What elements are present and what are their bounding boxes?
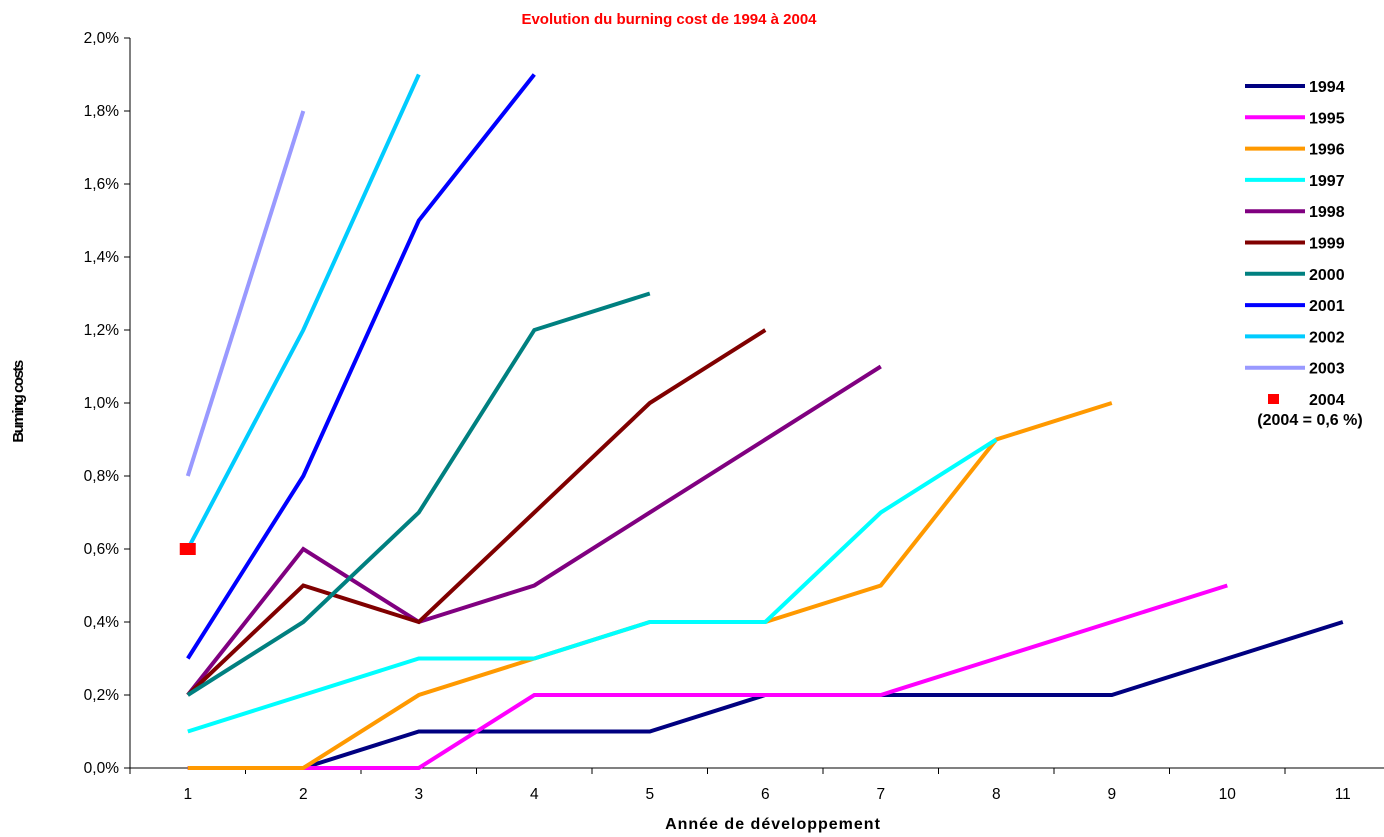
x-tick-label: 11 [1335,786,1351,803]
y-tick-label: 1,8% [84,103,120,120]
y-axis: 0,0% 0,2% 0,4% 0,6% 0,8% 1,0% 1,2% 1,4% 1,6% 1,8%… [84,30,131,777]
y-tick-label: 0,0% [84,760,120,777]
y-tick-label: 1,4% [84,249,120,266]
legend-label-2004: 2004 [1309,392,1345,409]
x-tick-label: 3 [414,786,423,803]
x-axis: 1 2 3 4 5 6 7 8 9 10 11 [129,767,1384,803]
x-tick-label: 8 [992,786,1001,803]
legend-label-1998: 1998 [1309,204,1345,221]
y-tick-label: 1,2% [84,322,120,339]
legend-label-2000: 2000 [1309,267,1345,284]
chart-title: Evolution du burning cost de 1994 à 2004 [521,11,817,28]
y-tick-label: 1,6% [84,176,120,193]
series-lines [179,73,1344,770]
legend-label-1997: 1997 [1309,173,1345,190]
legend-label-2002: 2002 [1309,329,1345,346]
series-1995-line [187,583,1228,770]
series-2001-line [186,73,536,660]
series-1997-line [187,437,998,734]
y-tick-label: 0,6% [84,541,120,558]
x-tick-label: 9 [1107,786,1116,803]
legend-label-1994: 1994 [1309,79,1345,96]
legend-label-2003: 2003 [1309,361,1345,378]
series-2004-marker [179,543,196,555]
y-tick-label: 1,0% [84,395,120,412]
y-axis-title: Burning costs [10,360,27,442]
legend-label-1999: 1999 [1309,236,1345,253]
legend-label-2001: 2001 [1309,298,1345,315]
x-tick-label: 10 [1219,786,1237,803]
legend: 1994 1995 1996 1997 1998 1999 2000 2001 2002 2003… [1245,79,1363,429]
y-tick-label: 2,0% [84,30,120,47]
y-tick-label: 0,2% [84,687,120,704]
legend-annotation: (2004 = 0,6 %) [1257,412,1362,429]
x-tick-label: 1 [183,786,192,803]
x-tick-label: 5 [645,786,654,803]
legend-label-1996: 1996 [1309,142,1345,159]
x-axis-title: Année de développement [665,816,881,833]
y-tick-label: 0,4% [84,614,120,631]
x-tick-label: 2 [299,786,308,803]
series-2002-line [186,73,421,550]
x-tick-label: 6 [761,786,770,803]
series-1999-line [186,328,767,697]
legend-marker-2004 [1268,394,1279,404]
series-2000-line [186,291,651,697]
x-tick-label: 4 [530,786,539,803]
series-1998-line [186,364,882,697]
x-tick-label: 7 [876,786,885,803]
y-tick-label: 0,8% [84,468,120,485]
series-1996-line [187,401,1113,770]
series-2003-line [185,110,306,477]
legend-label-1995: 1995 [1309,110,1345,127]
